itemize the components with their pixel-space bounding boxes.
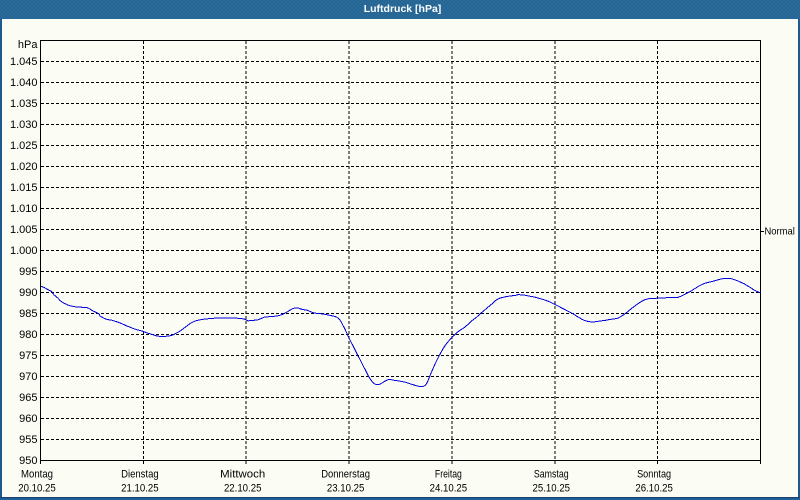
svg-text:1.000: 1.000 <box>10 245 38 257</box>
svg-text:970: 970 <box>19 371 37 383</box>
svg-text:985: 985 <box>19 308 37 320</box>
svg-text:26.10.25: 26.10.25 <box>635 483 673 495</box>
svg-text:1.035: 1.035 <box>10 98 38 110</box>
svg-text:950: 950 <box>19 455 37 467</box>
svg-text:20.10.25: 20.10.25 <box>18 483 56 495</box>
svg-text:Freitag: Freitag <box>435 469 462 481</box>
svg-text:1.010: 1.010 <box>10 203 38 215</box>
svg-text:Montag: Montag <box>21 469 53 481</box>
svg-text:Sonntag: Sonntag <box>637 469 671 481</box>
svg-text:Normal: Normal <box>765 226 795 238</box>
svg-text:hPa: hPa <box>18 39 38 51</box>
svg-text:22.10.25: 22.10.25 <box>224 483 262 495</box>
svg-text:965: 965 <box>19 392 37 404</box>
svg-text:Mittwoch: Mittwoch <box>220 469 265 481</box>
svg-text:1.025: 1.025 <box>10 140 38 152</box>
svg-text:1.045: 1.045 <box>10 56 38 68</box>
svg-text:960: 960 <box>19 413 37 425</box>
svg-text:975: 975 <box>19 350 37 362</box>
svg-text:1.030: 1.030 <box>10 119 38 131</box>
svg-text:990: 990 <box>19 287 37 299</box>
svg-text:1.040: 1.040 <box>10 77 38 89</box>
svg-text:955: 955 <box>19 434 37 446</box>
svg-text:1.015: 1.015 <box>10 182 38 194</box>
svg-text:1.020: 1.020 <box>10 161 38 173</box>
svg-text:24.10.25: 24.10.25 <box>430 483 468 495</box>
svg-text:995: 995 <box>19 266 37 278</box>
svg-text:Dienstag: Dienstag <box>121 469 159 481</box>
svg-text:23.10.25: 23.10.25 <box>327 483 365 495</box>
svg-text:1.005: 1.005 <box>10 224 38 236</box>
svg-text:25.10.25: 25.10.25 <box>533 483 571 495</box>
svg-text:980: 980 <box>19 329 37 341</box>
svg-text:Samstag: Samstag <box>534 469 569 481</box>
svg-text:Donnerstag: Donnerstag <box>321 469 370 481</box>
svg-text:21.10.25: 21.10.25 <box>121 483 159 495</box>
